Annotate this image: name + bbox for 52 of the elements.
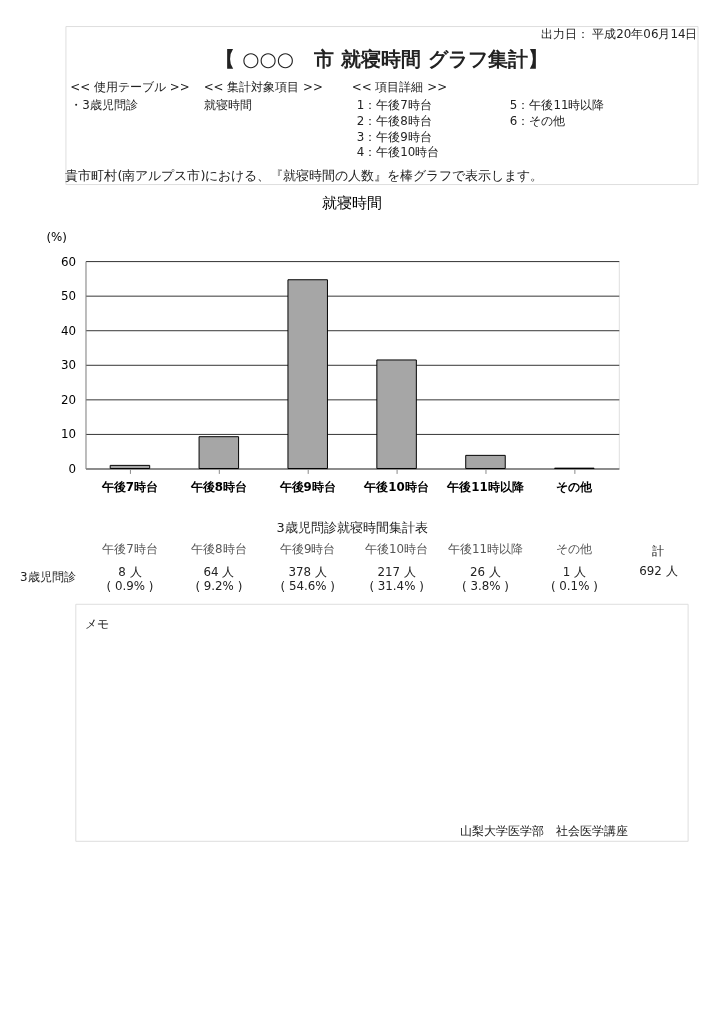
category-label: 午後9時台 bbox=[279, 542, 336, 557]
category-label: 午後7時台 bbox=[102, 542, 158, 557]
text: 3：午後9時台 bbox=[356, 129, 432, 144]
bar bbox=[198, 436, 240, 469]
data-label: 378 人 ( 54.6% ) bbox=[280, 565, 335, 593]
data-label: 1 人 ( 0.1% ) bbox=[550, 565, 598, 593]
text: << 集計対象項目 >> bbox=[203, 80, 323, 95]
bar bbox=[287, 279, 328, 469]
text: 692 人 bbox=[639, 564, 678, 579]
text: 4：午後10時台 bbox=[356, 145, 440, 160]
category-label: その他 bbox=[556, 542, 593, 557]
text: 1：午後7時台 bbox=[356, 98, 432, 112]
text: 2：午後8時台 bbox=[356, 113, 432, 128]
x-tick-label: 午後7時台 bbox=[100, 479, 159, 494]
y-tick-label: 40 bbox=[61, 323, 77, 338]
category-label: 午後11時以降 bbox=[447, 542, 524, 557]
y-tick-label: 60 bbox=[61, 254, 77, 269]
text: 3歳児問診 bbox=[20, 570, 76, 585]
chart-title: 就寝時間 bbox=[322, 193, 383, 211]
text: 5：午後11時以降 bbox=[509, 98, 605, 112]
text: 6：その他 bbox=[509, 113, 566, 128]
text: << 項目詳細 >> bbox=[351, 80, 448, 95]
y-axis-title: (%) bbox=[46, 229, 67, 244]
bar bbox=[376, 359, 417, 469]
y-tick-label: 10 bbox=[61, 427, 77, 442]
data-label: 64 人 ( 9.2% ) bbox=[195, 565, 243, 593]
y-tick-label: 0 bbox=[68, 461, 77, 476]
data-label: 26 人 ( 3.8% ) bbox=[462, 565, 509, 593]
text: 【 ○○○ 市 就寝時間 グラフ集計】 bbox=[215, 47, 548, 71]
x-tick-label: 午後10時台 bbox=[363, 479, 429, 494]
text: 計 bbox=[652, 544, 665, 559]
y-tick-label: 30 bbox=[61, 358, 77, 373]
data-label: 8 人 ( 0.9% ) bbox=[106, 565, 154, 593]
category-label: 午後10時台 bbox=[365, 542, 429, 557]
text: メモ bbox=[85, 616, 110, 631]
x-tick-label: その他 bbox=[556, 479, 594, 494]
text: 就寝時間 bbox=[203, 98, 252, 112]
y-tick-label: 20 bbox=[61, 392, 77, 407]
text: << 使用テーブル >> bbox=[70, 80, 190, 95]
data-label: 217 人 ( 31.4% ) bbox=[369, 565, 424, 593]
text: 3歳児問診就寝時間集計表 bbox=[276, 519, 428, 535]
y-tick-label: 50 bbox=[61, 289, 77, 304]
bar bbox=[109, 464, 151, 469]
category-label: 午後8時台 bbox=[191, 542, 247, 557]
text: ・3歳児問診 bbox=[70, 98, 138, 112]
x-tick-label: 午後11時以降 bbox=[446, 479, 525, 494]
text: 山梨大学医学部 社会医学講座 bbox=[460, 823, 629, 838]
text: 出力日： 平成20年06月14日 bbox=[540, 26, 698, 41]
bar bbox=[465, 454, 506, 469]
text: 貴市町村(南アルプス市)における、『就寝時間の人数』を棒グラフで表示します。 bbox=[65, 168, 544, 184]
x-tick-label: 午後8時台 bbox=[189, 479, 247, 494]
x-tick-label: 午後9時台 bbox=[278, 479, 336, 494]
